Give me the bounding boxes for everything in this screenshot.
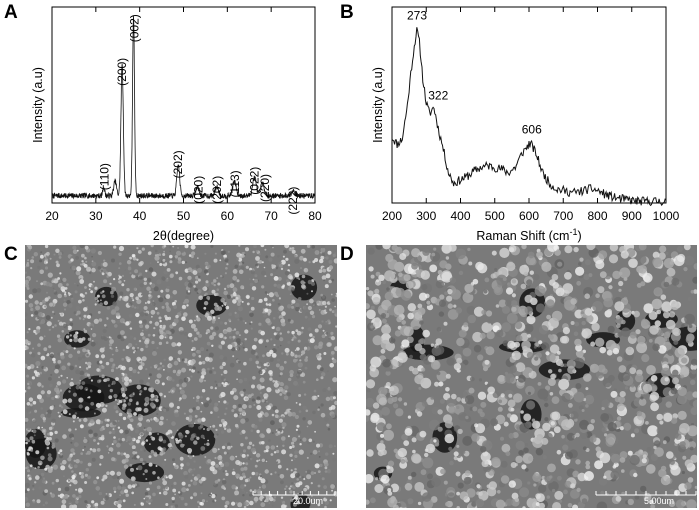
- sem-texture-c: [25, 245, 337, 508]
- sem-image-c: 20.0um: [25, 245, 337, 508]
- x-tick-label: 40: [133, 209, 147, 223]
- x-tick-label: 900: [622, 209, 642, 223]
- x-tick-label: 600: [519, 209, 539, 223]
- peak-label: 606: [522, 123, 542, 137]
- peak-label: (110): [98, 163, 112, 190]
- raman-y-axis-title: Intensity (a.u): [371, 67, 385, 143]
- xrd-y-axis-title: Intensity (a.u): [31, 67, 45, 143]
- sem-scale-bar-d: [595, 491, 697, 496]
- sem-scale-bar-c: [252, 491, 336, 496]
- x-tick-label: 400: [450, 209, 470, 223]
- peak-label: (222): [286, 187, 300, 215]
- x-tick-label: 20: [45, 209, 59, 223]
- panel-label-c: C: [4, 244, 18, 265]
- xrd-chart: 20 30 40 50 60 70 80 (110) (200) (002) (202) (020)…: [31, 6, 322, 243]
- charts-area: 20 30 40 50 60 70 80 (110) (200) (002) (202) (020)…: [31, 6, 680, 243]
- sem-scale-label-d: 5.00um: [644, 496, 675, 506]
- x-tick-label: 500: [485, 209, 505, 223]
- sem-scale-label-c: 20.0um: [293, 496, 324, 506]
- raman-spectrum-line: [391, 27, 667, 207]
- xrd-pattern-line: [51, 15, 316, 200]
- x-tick-label: 800: [587, 209, 607, 223]
- x-tick-label: 1000: [653, 209, 680, 223]
- panel-label-b: B: [340, 2, 354, 23]
- x-tick-label: 700: [553, 209, 573, 223]
- peak-label: 273: [407, 8, 427, 22]
- x-tick-label: 30: [89, 209, 103, 223]
- x-tick-label: 60: [221, 209, 235, 223]
- peak-label: (200): [115, 58, 129, 86]
- peak-label: (020): [191, 176, 205, 204]
- x-tick-label: 300: [416, 209, 436, 223]
- xrd-x-axis-title: 2θ(degree): [153, 229, 214, 243]
- peak-label: (002): [127, 14, 141, 42]
- panel-label-a: A: [4, 2, 18, 23]
- raman-plot-frame: [391, 6, 667, 204]
- sem-texture-d: [366, 245, 697, 508]
- panel-label-d: D: [340, 244, 354, 265]
- x-tick-label: 70: [264, 209, 278, 223]
- peak-label: 322: [428, 89, 448, 103]
- x-tick-label: 200: [382, 209, 402, 223]
- x-tick-label: 50: [177, 209, 191, 223]
- x-tick-label: 80: [308, 209, 322, 223]
- peak-label: (202): [210, 176, 224, 204]
- peak-label: (202): [171, 150, 185, 178]
- raman-x-axis-title: Raman Shift (cm-1): [476, 227, 581, 243]
- sem-image-d: 5.00um: [366, 245, 697, 508]
- peak-label: (220): [258, 174, 272, 202]
- peak-label: (113): [228, 170, 242, 197]
- raman-chart: 200 300 400 500 600 700 800 900 1000 273 322 606 R…: [371, 6, 680, 243]
- peak-label: (022): [248, 167, 262, 195]
